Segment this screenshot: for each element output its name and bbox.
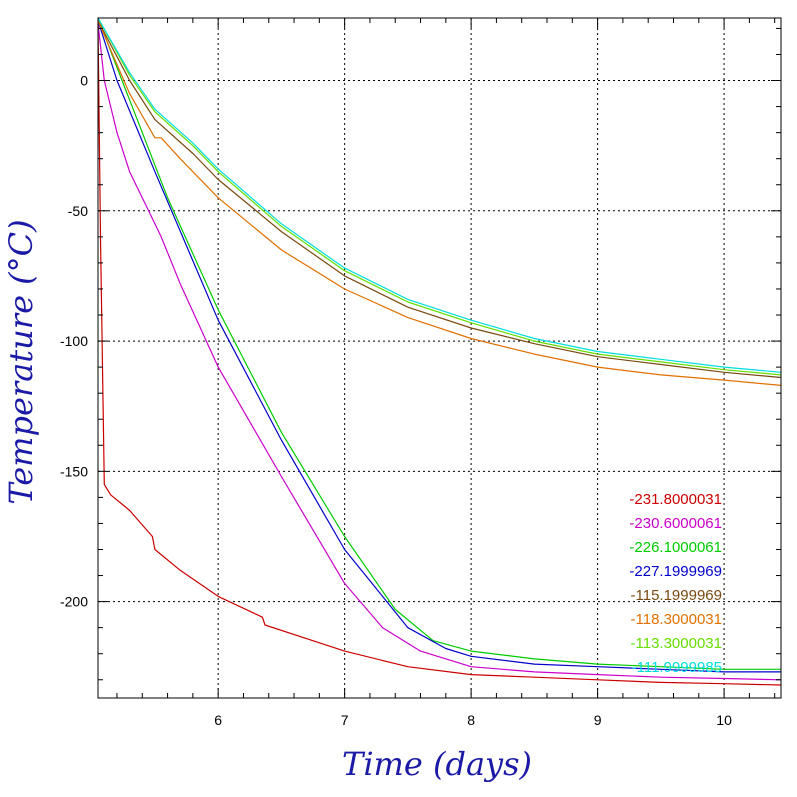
y-axis-title: Temperature (°C): [2, 219, 40, 504]
series-line-8: [97, 17, 782, 373]
legend-entry-1: -231.8000031: [629, 491, 722, 508]
legend-entry-3: -226.1000061: [629, 539, 722, 556]
legend-entry-2: -230.6000061: [629, 515, 722, 532]
x-tick-label: 6: [214, 712, 222, 728]
plot-frame: [97, 17, 782, 699]
series-line-3: [97, 17, 781, 670]
series-line-2: [97, 23, 782, 681]
y-tick-label: -100: [60, 333, 88, 349]
legend-entry-4: -227.1999969: [629, 563, 722, 580]
legend-entry-6: -118.3000031: [631, 611, 722, 628]
legend: -231.8000031 -230.6000061 -226.1000061 -227…: [629, 491, 722, 676]
tick-labels: 6 7 8 9 10 0 -50 -100 -150 -200: [60, 73, 732, 728]
series-line-7: [97, 17, 782, 376]
x-tick-label: 8: [467, 712, 475, 728]
x-tick-label: 7: [341, 712, 349, 728]
y-tick-label: -50: [68, 203, 88, 219]
axis-ticks: [98, 18, 781, 698]
y-tick-label: -200: [60, 594, 88, 610]
legend-entry-8: -111.9999985: [632, 659, 722, 676]
x-tick-label: 10: [716, 712, 732, 728]
y-tick-label: 0: [80, 73, 88, 89]
grid-lines: [98, 18, 781, 698]
series-lines: [97, 17, 782, 686]
series-line-6: [97, 20, 782, 386]
x-axis-title: Time (days): [342, 745, 532, 783]
series-line-1: [97, 23, 782, 686]
series-line-4: [97, 20, 781, 673]
y-tick-label: -150: [60, 463, 88, 479]
x-tick-label: 9: [594, 712, 602, 728]
legend-entry-5: -115.1999969: [631, 587, 722, 604]
legend-entry-7: -113.3000031: [631, 635, 722, 652]
series-line-5: [97, 20, 782, 379]
